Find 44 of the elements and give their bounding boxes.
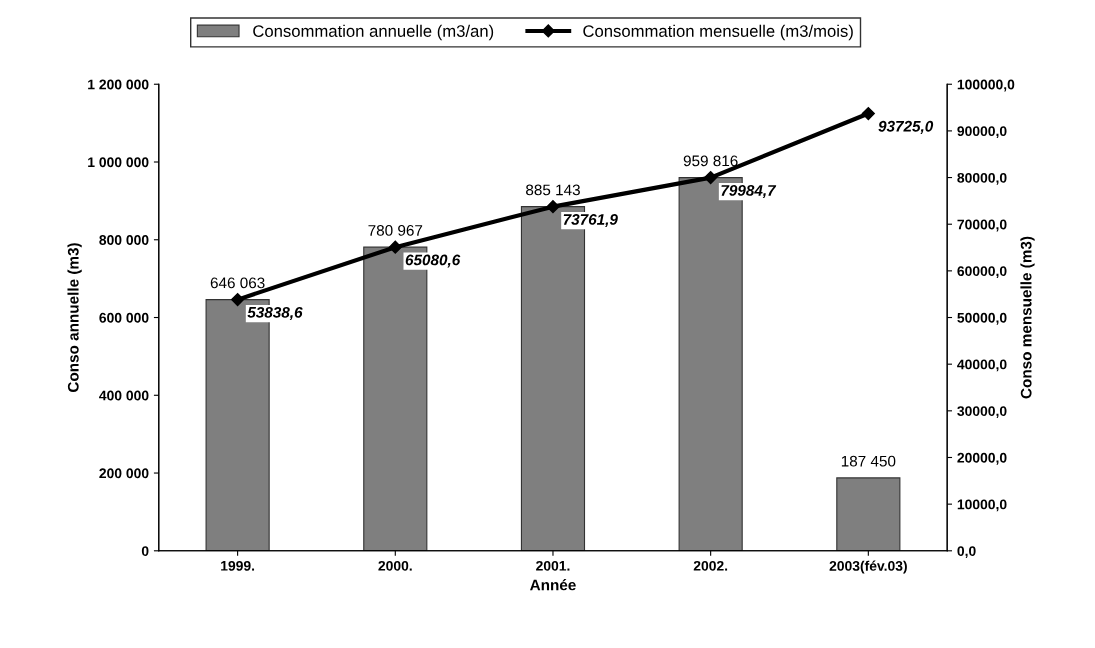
data-label: 53838,6	[247, 306, 303, 320]
y-axis-title: Conso annuelle (m3)	[67, 243, 82, 393]
point	[861, 106, 875, 121]
y-tick-label: 600 000	[99, 312, 149, 323]
y2-tick-label: 100000,0	[957, 79, 1015, 92]
x-tick-label: 2003(fév.03)	[829, 560, 907, 574]
y-tick-label: 800 000	[99, 235, 149, 245]
y2-tick-label: 80000,0	[957, 172, 1007, 185]
data-label: 93725,0	[878, 120, 934, 134]
data-label: 65080,6	[405, 254, 461, 268]
data-label: 187 450	[841, 455, 896, 467]
data-label: 79984,7	[721, 184, 777, 199]
data-label: 885 143	[526, 184, 580, 196]
x-tick-label: 2000.	[378, 560, 412, 571]
y-tick-label: 400 000	[99, 390, 149, 401]
legend-label: Consommation mensuelle (m3/mois)	[583, 24, 853, 41]
y2-tick-label: 40000,0	[957, 359, 1007, 372]
y2-tick-label: 70000,0	[957, 219, 1007, 232]
y-tick-label: 1 000 000	[88, 157, 149, 168]
point	[704, 171, 718, 185]
y2-axis-title: Conso mensuelle (m3)	[1020, 236, 1035, 399]
point	[546, 200, 560, 214]
y2-tick-label: 20000,0	[957, 452, 1007, 465]
x-axis-title: Année	[530, 579, 576, 591]
bar	[836, 477, 901, 551]
y2-tick-label: 10000,0	[957, 499, 1007, 512]
x-tick-label: 2001.	[536, 560, 570, 571]
y2-tick-label: 60000,0	[957, 266, 1007, 279]
point	[231, 293, 245, 307]
y-tick-label: 0	[141, 546, 149, 556]
x-tick-label: 1999.	[221, 560, 255, 571]
legend-label: Consommation annuelle (m3/an)	[253, 24, 494, 41]
y-tick-label: 1 200 000	[88, 79, 149, 90]
point	[388, 240, 402, 254]
data-label: 959 816	[683, 155, 738, 167]
y2-tick-label: 30000,0	[957, 406, 1007, 419]
x-tick-label: 2002.	[693, 560, 728, 571]
y-tick-label: 200 000	[99, 468, 149, 479]
data-label: 780 967	[368, 224, 423, 236]
data-label: 73761,9	[563, 214, 618, 228]
y2-tick-label: 50000,0	[957, 312, 1007, 325]
data-label: 646 063	[210, 277, 265, 289]
y2-tick-label: 90000,0	[957, 126, 1007, 139]
y2-tick-label: 0,0	[957, 546, 976, 558]
